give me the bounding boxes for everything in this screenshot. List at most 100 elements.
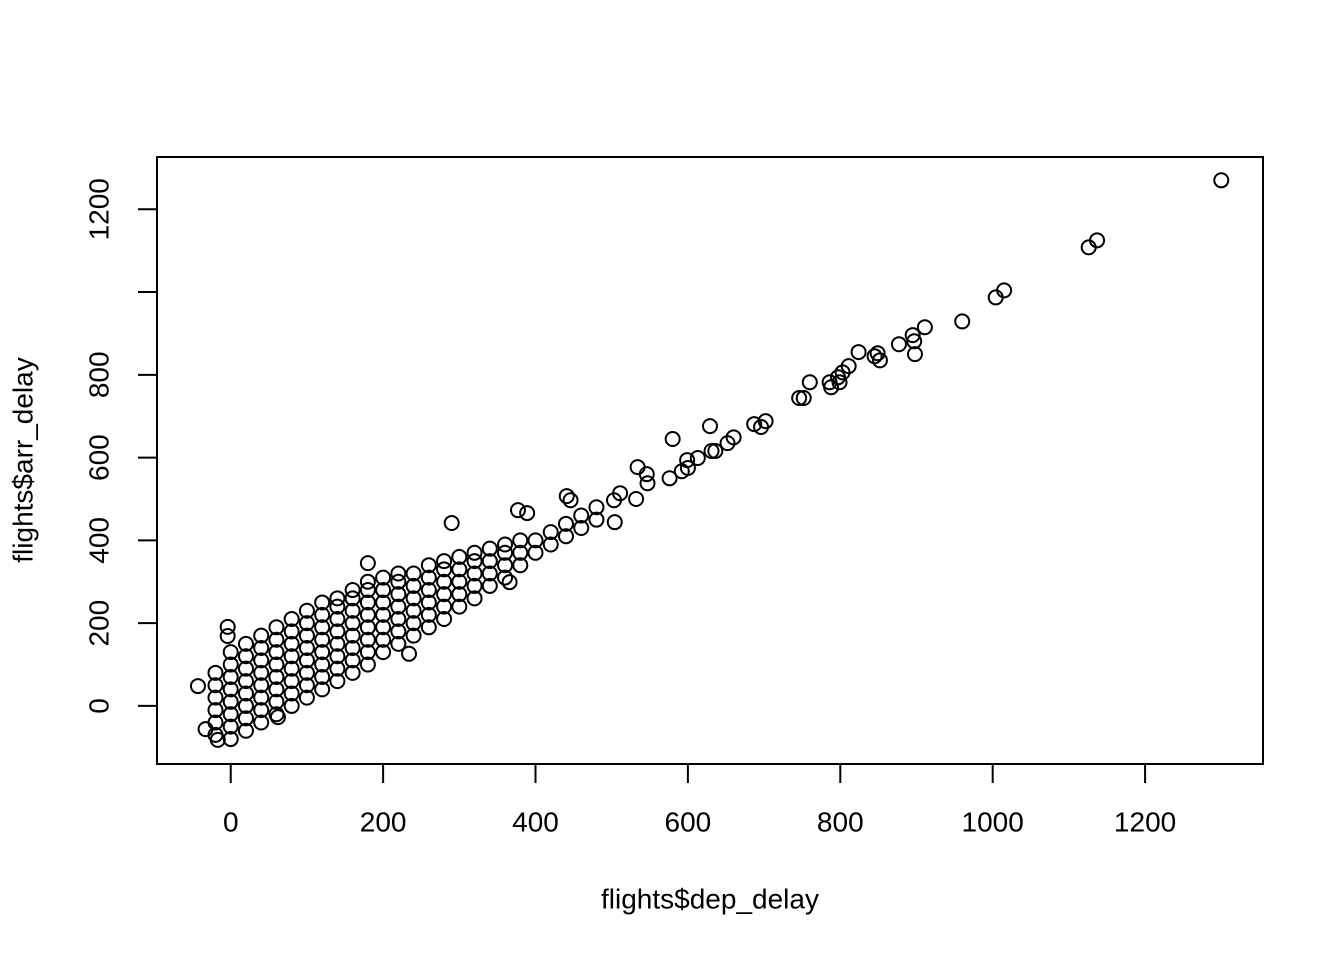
point bbox=[298, 615, 315, 632]
point bbox=[222, 681, 239, 698]
point bbox=[405, 615, 422, 632]
point bbox=[359, 573, 376, 590]
point bbox=[795, 390, 812, 407]
point bbox=[443, 514, 460, 531]
point bbox=[420, 619, 437, 636]
point bbox=[753, 418, 770, 435]
point bbox=[329, 660, 346, 677]
point bbox=[588, 499, 605, 516]
y-tick-label: 400 bbox=[83, 517, 114, 564]
point bbox=[420, 606, 437, 623]
point bbox=[283, 673, 300, 690]
y-tick-label: 200 bbox=[83, 600, 114, 647]
point bbox=[481, 577, 498, 594]
point bbox=[329, 598, 346, 615]
point bbox=[661, 470, 678, 487]
point bbox=[420, 594, 437, 611]
point bbox=[451, 586, 468, 603]
point bbox=[562, 492, 579, 509]
point bbox=[588, 511, 605, 528]
point bbox=[222, 668, 239, 685]
point bbox=[298, 677, 315, 694]
x-tick-label: 0 bbox=[223, 806, 239, 837]
point bbox=[557, 515, 574, 532]
point bbox=[237, 648, 254, 665]
point bbox=[512, 544, 529, 561]
point bbox=[314, 668, 331, 685]
point bbox=[375, 631, 392, 648]
point bbox=[314, 594, 331, 611]
x-tick-label: 600 bbox=[665, 806, 712, 837]
point bbox=[405, 565, 422, 582]
point bbox=[390, 598, 407, 615]
point bbox=[283, 635, 300, 652]
point bbox=[329, 635, 346, 652]
point bbox=[629, 459, 646, 476]
point bbox=[237, 635, 254, 652]
point bbox=[344, 664, 361, 681]
point bbox=[436, 561, 453, 578]
point bbox=[253, 652, 270, 669]
point bbox=[436, 586, 453, 603]
point bbox=[1213, 172, 1230, 189]
point bbox=[481, 553, 498, 570]
point bbox=[189, 678, 206, 695]
point bbox=[466, 565, 483, 582]
point bbox=[702, 418, 718, 435]
point bbox=[890, 336, 907, 353]
point bbox=[237, 710, 254, 727]
point bbox=[871, 352, 888, 369]
point bbox=[606, 514, 623, 531]
point bbox=[904, 327, 921, 344]
point bbox=[237, 660, 254, 677]
point bbox=[268, 693, 285, 710]
point bbox=[283, 660, 300, 677]
point bbox=[219, 627, 236, 644]
point bbox=[298, 639, 315, 656]
point bbox=[573, 519, 590, 536]
point bbox=[222, 718, 239, 735]
point bbox=[268, 681, 285, 698]
point bbox=[451, 548, 468, 565]
point bbox=[703, 442, 720, 459]
point bbox=[237, 673, 254, 690]
point bbox=[639, 475, 656, 492]
point bbox=[801, 374, 818, 391]
point bbox=[605, 492, 622, 509]
point bbox=[527, 532, 544, 549]
point bbox=[268, 644, 285, 661]
point bbox=[375, 582, 392, 599]
point bbox=[359, 656, 376, 673]
point bbox=[344, 652, 361, 669]
point bbox=[359, 606, 376, 623]
point bbox=[996, 282, 1013, 299]
x-tick-label: 1000 bbox=[962, 806, 1024, 837]
point bbox=[542, 536, 559, 553]
y-axis-label: flights$arr_delay bbox=[7, 357, 38, 562]
point bbox=[237, 685, 254, 702]
point bbox=[557, 528, 574, 545]
x-tick-label: 1200 bbox=[1114, 806, 1176, 837]
point bbox=[390, 635, 407, 652]
point bbox=[451, 598, 468, 615]
point bbox=[344, 627, 361, 644]
point bbox=[481, 565, 498, 582]
point bbox=[420, 569, 437, 586]
point bbox=[420, 557, 437, 574]
point bbox=[237, 722, 254, 739]
point bbox=[253, 639, 270, 656]
point bbox=[628, 490, 645, 507]
point bbox=[405, 590, 422, 607]
point bbox=[420, 582, 437, 599]
point bbox=[359, 582, 376, 599]
point bbox=[390, 623, 407, 640]
point bbox=[314, 644, 331, 661]
point bbox=[497, 536, 514, 553]
point bbox=[673, 463, 690, 480]
point bbox=[405, 602, 422, 619]
point bbox=[253, 677, 270, 694]
point bbox=[207, 702, 224, 719]
point bbox=[466, 577, 483, 594]
point bbox=[436, 573, 453, 590]
